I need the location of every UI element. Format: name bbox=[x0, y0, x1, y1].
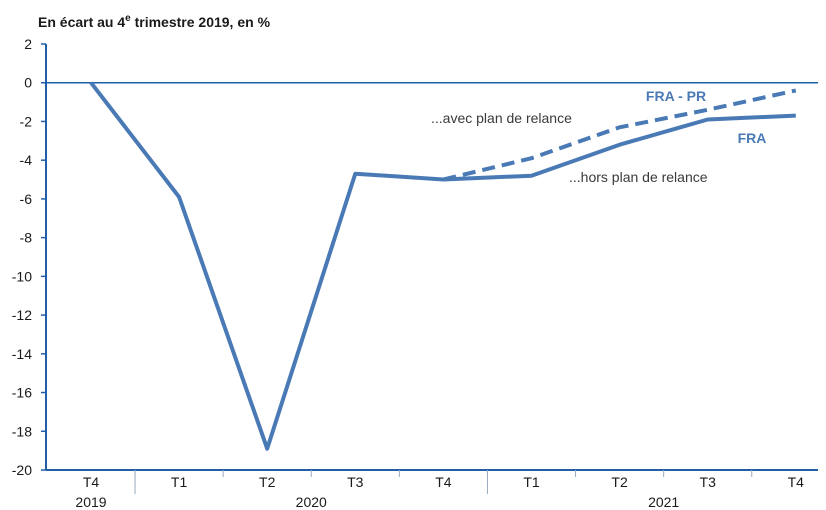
series-label-fra-pr: FRA - PR bbox=[646, 88, 706, 104]
chart-title-superscript: e bbox=[125, 13, 131, 24]
x-category-label: T4 bbox=[788, 474, 805, 490]
y-tick-label: -16 bbox=[12, 385, 32, 401]
series-line-fra bbox=[89, 81, 796, 451]
x-year-label: 2021 bbox=[648, 494, 679, 510]
y-tick-label: 2 bbox=[24, 36, 32, 52]
x-year-label: 2020 bbox=[296, 494, 327, 510]
chart-title-prefix: En écart au 4 bbox=[38, 14, 125, 30]
series-layer bbox=[89, 81, 797, 451]
chart-title-suffix: trimestre 2019, en % bbox=[131, 14, 271, 30]
y-tick-label: -2 bbox=[20, 113, 33, 129]
y-tick-label: -10 bbox=[12, 268, 32, 284]
y-tick-label: 0 bbox=[24, 75, 32, 91]
x-axis: T4 T1 T2 T3 T4 T1 T2 T3 T4 2019 2020 2021 bbox=[46, 81, 818, 510]
x-year-label: 2019 bbox=[75, 494, 106, 510]
x-category-label: T2 bbox=[611, 474, 628, 490]
y-tick-label: -20 bbox=[12, 462, 32, 478]
y-tick-label: -6 bbox=[20, 191, 33, 207]
x-category-label: T2 bbox=[259, 474, 276, 490]
x-category-label: T3 bbox=[700, 474, 717, 490]
y-tick-label: -14 bbox=[12, 346, 32, 362]
x-category-label: T3 bbox=[347, 474, 364, 490]
annotation-without-plan: ...hors plan de relance bbox=[569, 169, 708, 185]
x-category-label: T1 bbox=[171, 474, 188, 490]
annotation-with-plan: ...avec plan de relance bbox=[431, 110, 572, 126]
y-tick-label: -12 bbox=[12, 307, 32, 323]
chart-title: En écart au 4e trimestre 2019, en % bbox=[38, 13, 271, 30]
x-category-label: T4 bbox=[435, 474, 452, 490]
series-label-fra: FRA bbox=[738, 130, 767, 146]
series-line-fra-pr bbox=[442, 88, 797, 182]
x-category-label: T4 bbox=[83, 474, 100, 490]
y-tick-label: -8 bbox=[20, 230, 33, 246]
label-layer: FRA - PR FRA ...avec plan de relance ...hor… bbox=[431, 88, 766, 185]
y-tick-label: -18 bbox=[12, 423, 32, 439]
y-axis: 2 0 -2 -4 -6 -8 -10 -12 -14 -16 -18 -20 bbox=[12, 36, 47, 478]
x-category-label: T1 bbox=[523, 474, 540, 490]
y-tick-label: -4 bbox=[20, 152, 33, 168]
